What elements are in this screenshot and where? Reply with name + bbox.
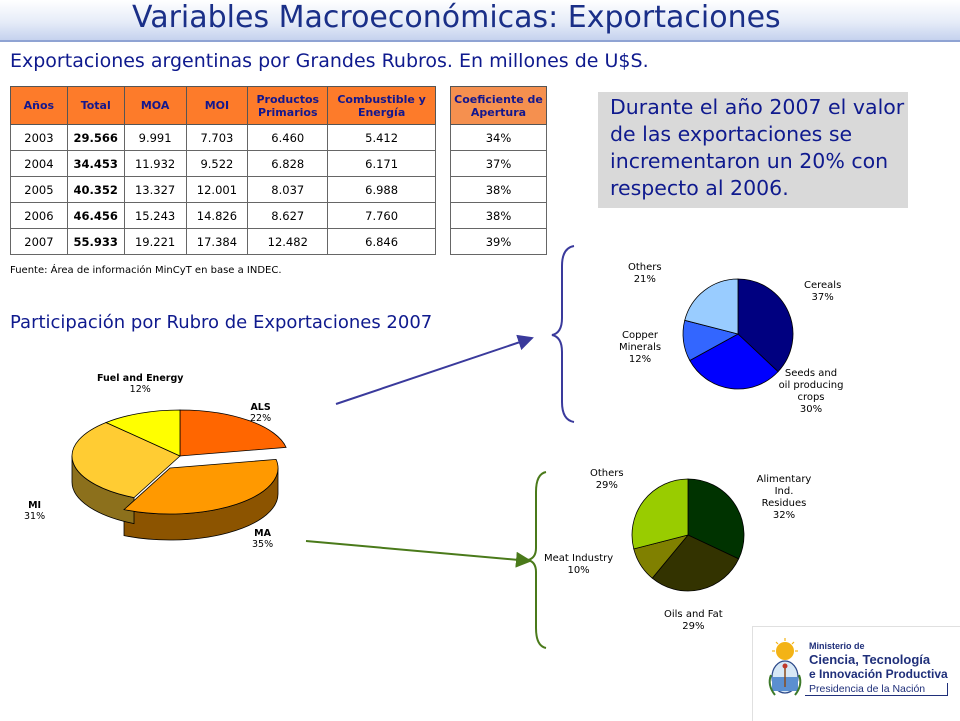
col-header: Años bbox=[10, 86, 68, 125]
pie-slice-others bbox=[684, 278, 739, 335]
brace-moa bbox=[527, 471, 547, 649]
title-bar bbox=[0, 0, 960, 42]
moi-cell: 17.384 bbox=[185, 228, 249, 255]
pie-slice-als bbox=[179, 409, 287, 457]
pie-slice-cereals bbox=[737, 278, 794, 373]
ratio-cell: 37% bbox=[450, 150, 547, 177]
logo-line-2: Ciencia, Tecnología bbox=[809, 652, 931, 667]
table-subtitle: Exportaciones argentinas por Grandes Rub… bbox=[10, 50, 649, 72]
note-box bbox=[598, 92, 908, 208]
moa-cell: 11.932 bbox=[123, 150, 187, 177]
slice-label-meat: Meat Industry 10% bbox=[544, 553, 614, 576]
slice-label-als: ALS 22% bbox=[250, 402, 272, 424]
logo-underline bbox=[805, 683, 948, 696]
col-header: Total bbox=[66, 86, 125, 125]
pie-slice-alimentary-ind-residues bbox=[687, 478, 745, 560]
primary-products-cell: 12.482 bbox=[247, 228, 329, 255]
table-row: 2004 34.453 11.932 9.522 6.828 6.171 bbox=[10, 150, 436, 177]
year-cell: 2003 bbox=[10, 124, 68, 151]
arrow-to-primary-chart bbox=[335, 334, 534, 405]
table-row: 38% bbox=[450, 176, 547, 203]
ratio-header: Coeficiente de Apertura bbox=[450, 86, 547, 125]
note-text: Durante el año 2007 el valor de las expo… bbox=[610, 95, 905, 200]
moa-cell: 19.221 bbox=[123, 228, 187, 255]
table-row: 2005 40.352 13.327 12.001 8.037 6.988 bbox=[10, 176, 436, 203]
slice-label-ma: MA 35% bbox=[252, 528, 274, 550]
pie-slice-ma bbox=[123, 458, 279, 515]
slice-label-seeds: Seeds and oil producing crops 30% bbox=[778, 368, 844, 415]
moi-cell: 12.001 bbox=[185, 176, 249, 203]
col-header: Combustible y Energía bbox=[327, 86, 436, 125]
moa-cell: 13.327 bbox=[123, 176, 187, 203]
ministry-logo: Ministerio de Ciencia, Tecnología e Inno… bbox=[752, 626, 960, 721]
moa-pie bbox=[631, 478, 745, 592]
logo-line-4: Presidencia de la Nación bbox=[809, 683, 926, 695]
primary-products-cell: 6.460 bbox=[247, 124, 329, 151]
slice-label-oils: Oils and Fat 29% bbox=[664, 609, 723, 632]
ratio-cell: 34% bbox=[450, 124, 547, 151]
fuel-energy-cell: 6.171 bbox=[327, 150, 436, 177]
table-row: 2006 46.456 15.243 14.826 8.627 7.760 bbox=[10, 202, 436, 229]
total-cell: 55.933 bbox=[66, 228, 125, 255]
slice-label-copper: Copper Minerals 12% bbox=[618, 330, 662, 365]
pie-slice-seeds-and-oil-producing-crops bbox=[689, 333, 779, 390]
pie-slice-others bbox=[631, 478, 689, 550]
exports-table: Años Total MOA MOI Productos Primarios C… bbox=[10, 86, 436, 255]
table-row: 39% bbox=[450, 228, 547, 255]
slice-label-cereals: Cereals 37% bbox=[804, 280, 842, 303]
slice-label-pp-others: Others 21% bbox=[628, 262, 662, 285]
year-cell: 2004 bbox=[10, 150, 68, 177]
ratio-cell: 39% bbox=[450, 228, 547, 255]
primary-products-cell: 6.828 bbox=[247, 150, 329, 177]
ratio-table: Coeficiente de Apertura 34% 37% 38% 38% … bbox=[450, 86, 547, 255]
brace-primary bbox=[551, 245, 575, 423]
fuel-energy-cell: 6.846 bbox=[327, 228, 436, 255]
slice-label-residues: Alimentary Ind. Residues 32% bbox=[756, 474, 812, 521]
source-note: Fuente: Área de información MinCyT en ba… bbox=[10, 265, 282, 276]
ratio-cell: 38% bbox=[450, 176, 547, 203]
col-header: Productos Primarios bbox=[247, 86, 329, 125]
table-row: 38% bbox=[450, 202, 547, 229]
moa-cell: 9.991 bbox=[123, 124, 187, 151]
total-cell: 40.352 bbox=[66, 176, 125, 203]
pie-slice-mi bbox=[71, 422, 181, 499]
pie-slice-oils-and-fat bbox=[651, 534, 740, 592]
table-row: 37% bbox=[450, 150, 547, 177]
logo-line-3: e Innovación Productiva bbox=[809, 667, 948, 681]
coat-of-arms-icon bbox=[768, 638, 802, 696]
primary-products-pie bbox=[682, 278, 794, 390]
section-title: Participación por Rubro de Exportaciones… bbox=[10, 312, 433, 333]
table-row: 2003 29.566 9.991 7.703 6.460 5.412 bbox=[10, 124, 436, 151]
fuel-energy-cell: 7.760 bbox=[327, 202, 436, 229]
slice-label-moa-others: Others 29% bbox=[590, 468, 624, 491]
table-row: 2007 55.933 19.221 17.384 12.482 6.846 bbox=[10, 228, 436, 255]
pie-3d-chart bbox=[71, 409, 287, 541]
arrow-to-moa-chart bbox=[305, 540, 532, 568]
slice-label-mi: MI 31% bbox=[24, 500, 46, 522]
page-title: Variables Macroeconómicas: Exportaciones bbox=[132, 0, 781, 35]
slice-label-fuel: Fuel and Energy 12% bbox=[97, 373, 184, 395]
table-row: 34% bbox=[450, 124, 547, 151]
ratio-cell: 38% bbox=[450, 202, 547, 229]
year-cell: 2007 bbox=[10, 228, 68, 255]
logo-line-1: Ministerio de bbox=[809, 641, 865, 651]
moi-cell: 9.522 bbox=[185, 150, 249, 177]
col-header: MOA bbox=[123, 86, 187, 125]
pie-slice-fuel-and-energy bbox=[105, 409, 181, 457]
